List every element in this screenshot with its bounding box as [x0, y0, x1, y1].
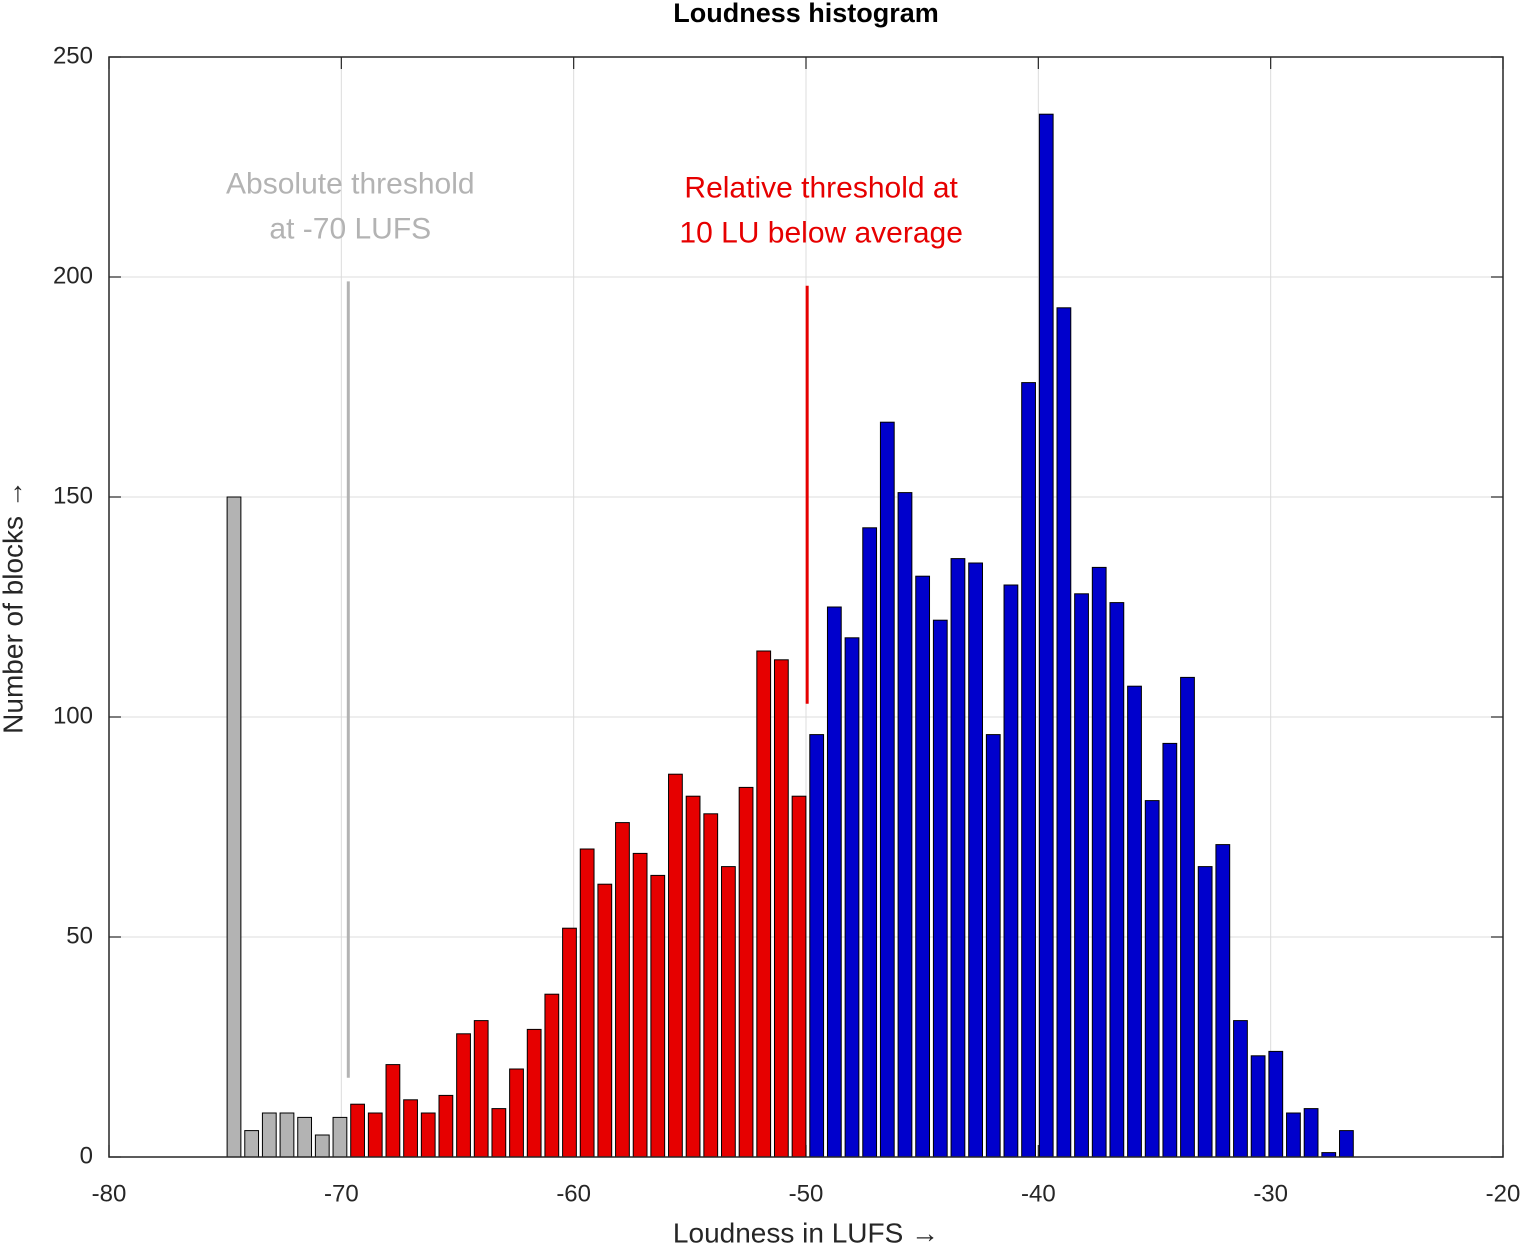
plot-frame	[108, 56, 1504, 1158]
bar	[685, 795, 701, 1158]
bar	[350, 1103, 365, 1158]
x-tick-label: -80	[92, 1180, 127, 1207]
bar	[756, 650, 772, 1158]
bar	[367, 1112, 383, 1158]
bar	[244, 1130, 260, 1158]
bar	[1180, 676, 1195, 1158]
bar	[968, 562, 983, 1158]
bar	[950, 558, 966, 1158]
x-tick-label: -60	[556, 1180, 591, 1207]
bar	[703, 813, 719, 1158]
bar	[385, 1064, 401, 1158]
bar	[1215, 844, 1231, 1158]
bar	[1056, 307, 1072, 1158]
bar	[597, 883, 613, 1158]
bar	[579, 848, 595, 1158]
x-tick-label: -30	[1253, 1180, 1288, 1207]
threshold-annotation: 10 LU below average	[679, 217, 963, 250]
bar	[1268, 1050, 1284, 1158]
y-tick-label: 50	[66, 922, 93, 949]
y-axis-label: Number of blocks →	[0, 480, 28, 734]
bar	[314, 1134, 330, 1158]
y-tick-label: 150	[53, 482, 93, 509]
bar	[668, 773, 683, 1158]
y-tick-label: 250	[53, 42, 93, 69]
chart-title: Loudness histogram	[673, 0, 939, 28]
bar	[420, 1112, 436, 1158]
y-tick-label: 200	[53, 262, 93, 289]
bar	[279, 1112, 295, 1158]
bar	[1162, 742, 1178, 1158]
bar	[650, 874, 666, 1158]
bar	[915, 575, 931, 1158]
bar	[1303, 1108, 1319, 1158]
bar	[438, 1094, 454, 1158]
bar	[332, 1116, 348, 1158]
bar	[773, 659, 789, 1158]
y-tick-label: 0	[80, 1142, 93, 1169]
x-tick-label: -40	[1021, 1180, 1056, 1207]
bar	[1233, 1020, 1248, 1158]
bar	[791, 795, 807, 1158]
bar	[1339, 1130, 1354, 1158]
bar	[632, 852, 648, 1158]
bar	[473, 1020, 489, 1158]
bar	[1127, 685, 1142, 1158]
bar	[261, 1112, 277, 1158]
bar	[721, 866, 736, 1158]
x-axis-label: Loudness in LUFS →	[673, 1217, 939, 1248]
bar	[1003, 584, 1019, 1158]
x-tick-label: -20	[1486, 1180, 1521, 1207]
bar	[526, 1028, 542, 1158]
bar	[544, 993, 560, 1158]
bar	[456, 1033, 471, 1158]
bar	[297, 1116, 313, 1158]
bar	[1197, 866, 1213, 1158]
bar	[615, 822, 630, 1158]
bar	[1074, 593, 1089, 1158]
bar	[897, 492, 913, 1158]
bar	[1109, 602, 1125, 1158]
threshold-annotation: Relative threshold at	[684, 172, 958, 205]
bar	[1038, 113, 1054, 1158]
threshold-annotation: Absolute threshold	[226, 167, 475, 200]
bar	[809, 734, 825, 1158]
bar	[1091, 566, 1107, 1158]
bar	[826, 606, 842, 1158]
threshold-annotation: at -70 LUFS	[269, 212, 431, 245]
bar	[985, 734, 1001, 1158]
bar	[403, 1099, 418, 1158]
bar	[509, 1068, 524, 1158]
bar	[491, 1108, 507, 1158]
bar	[862, 527, 878, 1158]
bar	[1021, 382, 1036, 1158]
bar	[844, 637, 860, 1158]
x-tick-label: -50	[789, 1180, 824, 1207]
bar	[226, 496, 242, 1158]
x-tick-label: -70	[324, 1180, 359, 1207]
bar	[562, 927, 577, 1158]
bar	[879, 421, 895, 1158]
bar	[1250, 1055, 1266, 1158]
bar	[932, 619, 948, 1158]
y-tick-label: 100	[53, 702, 93, 729]
bar	[738, 786, 754, 1158]
bar	[1144, 800, 1160, 1158]
bar	[1286, 1112, 1301, 1158]
